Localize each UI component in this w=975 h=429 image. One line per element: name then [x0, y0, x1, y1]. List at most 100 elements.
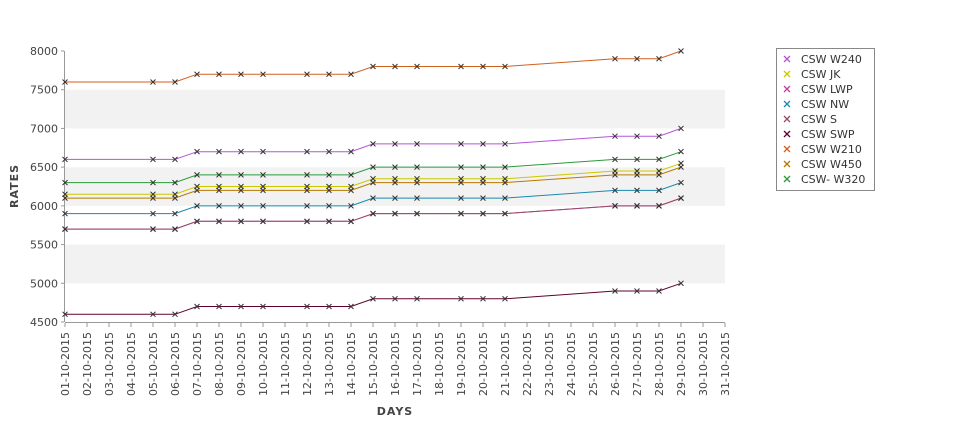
data-point	[216, 218, 222, 225]
y-axis-title: RATES	[8, 164, 21, 208]
data-point	[304, 187, 310, 194]
grid-band	[65, 128, 725, 168]
data-point	[392, 63, 398, 70]
data-point	[678, 179, 684, 186]
data-point	[458, 295, 464, 302]
data-point	[150, 195, 156, 201]
x-tick-label: 25-10-2015	[587, 332, 600, 396]
legend-label: CSW SWP	[801, 128, 855, 141]
data-point	[172, 179, 178, 186]
data-point	[216, 71, 222, 78]
x-tick-label: 24-10-2015	[565, 332, 578, 396]
data-point	[392, 141, 398, 147]
data-point	[172, 79, 178, 85]
data-point	[348, 203, 354, 209]
legend-marker	[783, 100, 791, 108]
data-point	[392, 164, 398, 170]
data-point	[370, 141, 376, 147]
legend-label: CSW JK	[801, 68, 841, 81]
data-point	[304, 203, 310, 209]
data-point	[678, 148, 684, 155]
x-tick-label: 20-10-2015	[477, 332, 490, 396]
x-tick-label: 05-10-2015	[147, 332, 160, 396]
data-point	[150, 226, 156, 232]
x-tick-label: 11-10-2015	[279, 332, 292, 396]
x-tick-label: 17-10-2015	[411, 332, 424, 396]
data-point	[414, 63, 420, 70]
data-point	[326, 187, 332, 194]
data-point	[612, 203, 618, 209]
x-tick-label: 03-10-2015	[103, 332, 116, 396]
legend-label: CSW W240	[801, 53, 862, 66]
y-tick-label: 4500	[30, 316, 58, 329]
data-point	[304, 71, 310, 78]
data-point	[348, 172, 354, 178]
data-point	[238, 172, 244, 178]
data-point	[326, 218, 332, 225]
data-point	[392, 195, 398, 201]
data-point	[216, 187, 222, 194]
x-tick-label: 30-10-2015	[697, 332, 710, 396]
data-point	[348, 303, 354, 310]
data-point	[216, 203, 222, 209]
data-point	[634, 288, 640, 294]
legend-label: CSW LWP	[801, 83, 853, 96]
series-line	[65, 151, 682, 184]
data-point	[216, 172, 222, 178]
data-point	[458, 195, 464, 201]
data-point	[612, 187, 618, 194]
y-tick-label: 6500	[30, 161, 58, 174]
y-tick-label: 7000	[30, 122, 58, 135]
plot-bands	[65, 51, 725, 322]
x-tick-label: 21-10-2015	[499, 332, 512, 396]
grid-band	[65, 89, 725, 129]
data-point	[502, 210, 508, 217]
data-point	[216, 303, 222, 310]
x-tick-label: 26-10-2015	[609, 332, 622, 396]
data-point	[414, 164, 420, 170]
grid-band	[65, 244, 725, 284]
x-tick-label: 22-10-2015	[521, 332, 534, 396]
data-point	[656, 133, 662, 140]
x-tick-label: 06-10-2015	[169, 332, 182, 396]
data-point	[480, 179, 486, 186]
x-tick-label: 09-10-2015	[235, 332, 248, 396]
series-line	[65, 197, 682, 230]
data-point	[392, 210, 398, 217]
x-tick-label: 29-10-2015	[675, 332, 688, 396]
data-point	[194, 71, 200, 78]
data-point	[480, 164, 486, 170]
data-point	[502, 141, 508, 147]
series-line	[65, 166, 682, 199]
data-point	[62, 156, 68, 163]
data-point	[634, 55, 640, 62]
y-tick-label: 8000	[30, 45, 58, 58]
data-point	[62, 226, 68, 232]
legend-marker	[783, 175, 791, 183]
y-tick-label: 7500	[30, 84, 58, 97]
x-tick-label: 08-10-2015	[213, 332, 226, 396]
data-point	[612, 288, 618, 294]
data-point	[414, 195, 420, 201]
data-point	[656, 172, 662, 178]
data-point	[150, 311, 156, 318]
x-tick-label: 13-10-2015	[323, 332, 336, 396]
data-point	[238, 218, 244, 225]
data-point	[370, 179, 376, 186]
data-point	[370, 63, 376, 70]
series-line	[65, 282, 682, 315]
data-point	[62, 311, 68, 318]
data-point	[238, 303, 244, 310]
data-point	[414, 210, 420, 217]
legend-marker	[783, 160, 791, 168]
data-point	[392, 295, 398, 302]
x-tick-label: 23-10-2015	[543, 332, 556, 396]
x-tick-label: 31-10-2015	[719, 332, 732, 396]
x-tick-label: 07-10-2015	[191, 332, 204, 396]
data-point	[458, 210, 464, 217]
legend-marker	[783, 115, 791, 123]
x-tick-label: 19-10-2015	[455, 332, 468, 396]
data-point	[612, 133, 618, 140]
data-point	[634, 172, 640, 178]
data-point	[612, 156, 618, 163]
